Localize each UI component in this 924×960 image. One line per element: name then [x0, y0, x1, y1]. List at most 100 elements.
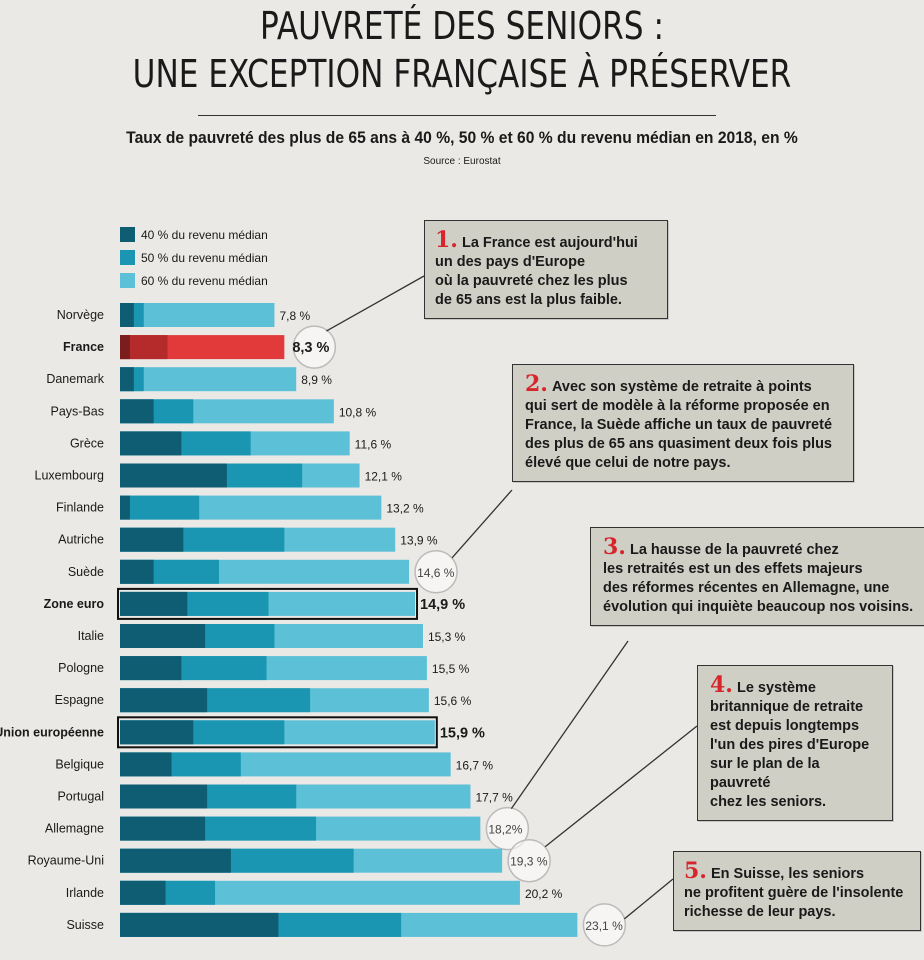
category-label: Portugal: [57, 790, 104, 804]
annotation-1-number: 1.: [435, 227, 458, 253]
bar-40: [120, 720, 194, 745]
value-label: 19,3 %: [510, 855, 548, 869]
category-label: Autriche: [58, 533, 104, 547]
legend-label: 60 % du revenu médian: [141, 274, 268, 288]
bar-40: [120, 880, 166, 905]
bar-40: [120, 495, 130, 520]
category-label: Danemark: [46, 372, 104, 386]
category-label: Grèce: [70, 436, 104, 450]
value-label: 18,2%: [488, 823, 522, 837]
legend-swatch: [120, 273, 135, 288]
category-label: Norvège: [57, 308, 104, 322]
category-label: Pologne: [58, 661, 104, 675]
value-circle: [414, 550, 458, 594]
value-label: 14,6 %: [417, 566, 455, 580]
annotation-4: 4. Le système britannique de retraite est…: [697, 665, 893, 821]
annotation-5-number: 5.: [684, 858, 707, 884]
bar-40: [120, 335, 130, 360]
legend-label: 50 % du revenu médian: [141, 251, 268, 265]
value-circle: [485, 806, 530, 851]
category-label: Union européenne: [0, 725, 104, 739]
value-label: 15,9 %: [440, 725, 485, 741]
highlight-box: [117, 716, 438, 749]
category-label: Belgique: [55, 757, 104, 771]
value-label: 11,6 %: [355, 437, 392, 451]
category-label: Zone euro: [44, 597, 105, 611]
category-label: Espagne: [55, 693, 104, 707]
annotation-2-text: Avec son système de retraite à points qu…: [525, 379, 833, 471]
value-label: 15,6 %: [434, 694, 472, 708]
category-label: Suisse: [66, 918, 104, 932]
category-label: France: [63, 340, 104, 354]
bar-40: [120, 559, 154, 584]
annotation-3-number: 3.: [603, 534, 626, 560]
bar-40: [120, 816, 206, 841]
bar-40: [120, 912, 279, 937]
annotation-5-text: En Suisse, les seniors ne profitent guèr…: [684, 866, 904, 920]
bar-40: [120, 367, 134, 392]
annotation-3: 3. La hausse de la pauvreté chez les retr…: [590, 527, 924, 626]
bar-40: [120, 656, 182, 681]
value-label: 16,7 %: [456, 758, 494, 772]
bar-50: [120, 495, 200, 520]
annotation-4-text: Le système britannique de retraite est d…: [710, 680, 870, 810]
value-label: 15,5 %: [432, 662, 470, 676]
annotation-1-text: La France est aujourd'hui un des pays d'…: [435, 235, 638, 308]
title-rule: [198, 115, 716, 116]
legend-label: 40 % du revenu médian: [141, 228, 268, 242]
annotation-5: 5. En Suisse, les seniors ne profitent gu…: [673, 851, 921, 931]
category-label: Finlande: [56, 501, 104, 515]
value-circle: [292, 325, 337, 369]
category-label: Luxembourg: [35, 469, 105, 483]
bar-40: [120, 463, 227, 488]
value-label: 17,7 %: [475, 791, 513, 805]
value-label: 14,9 %: [420, 597, 465, 613]
bar-40: [120, 784, 208, 809]
bar-60: [120, 367, 297, 392]
bar-40: [120, 303, 134, 327]
annotation-3-text: La hausse de la pauvreté chez les retrai…: [603, 542, 914, 615]
value-label: 13,2 %: [386, 502, 424, 516]
connector-5: [623, 878, 674, 920]
value-label: 23,1 %: [585, 919, 623, 933]
bar-40: [120, 848, 231, 873]
bar-40: [120, 527, 184, 552]
legend-swatch: [120, 250, 135, 265]
bar-40: [120, 688, 208, 713]
connector-2: [451, 489, 513, 559]
category-label: Pays-Bas: [51, 404, 105, 418]
category-label: Italie: [78, 629, 104, 643]
highlight-box: [117, 587, 419, 620]
category-label: Irlande: [66, 886, 104, 900]
category-label: Suède: [68, 565, 104, 579]
value-label: 7,8 %: [279, 309, 310, 323]
value-label: 15,3 %: [428, 630, 466, 644]
connector-1: [326, 275, 425, 332]
value-label: 12,1 %: [365, 470, 403, 484]
value-circle: [582, 903, 627, 947]
value-label: 13,9 %: [400, 534, 438, 548]
bar-40: [120, 431, 182, 456]
value-label: 10,8 %: [339, 405, 377, 419]
title-line-1: PAUVRETÉ DES SENIORS :: [260, 4, 664, 48]
title-line-2: UNE EXCEPTION FRANÇAISE À PRÉSERVER: [132, 52, 792, 96]
value-label: 20,2 %: [525, 887, 563, 901]
annotation-4-number: 4.: [710, 672, 733, 698]
connector-3: [510, 640, 629, 809]
bar-40: [120, 752, 172, 777]
bar-60: [120, 303, 275, 327]
legend-swatch: [120, 227, 135, 242]
bar-40: [120, 399, 154, 424]
category-label: Royaume-Uni: [28, 854, 104, 868]
value-circle: [507, 838, 551, 883]
value-label: 8,9 %: [301, 373, 332, 387]
annotation-2: 2. Avec son système de retraite à points …: [512, 364, 854, 482]
annotation-1: 1. La France est aujourd'hui un des pays …: [424, 220, 668, 319]
source-note: Source : Eurostat: [423, 156, 501, 167]
bar-40: [120, 591, 188, 616]
connector-4: [544, 725, 698, 848]
value-label: 8,3 %: [292, 340, 329, 356]
category-label: Allemagne: [45, 822, 104, 836]
bar-40: [120, 624, 206, 648]
